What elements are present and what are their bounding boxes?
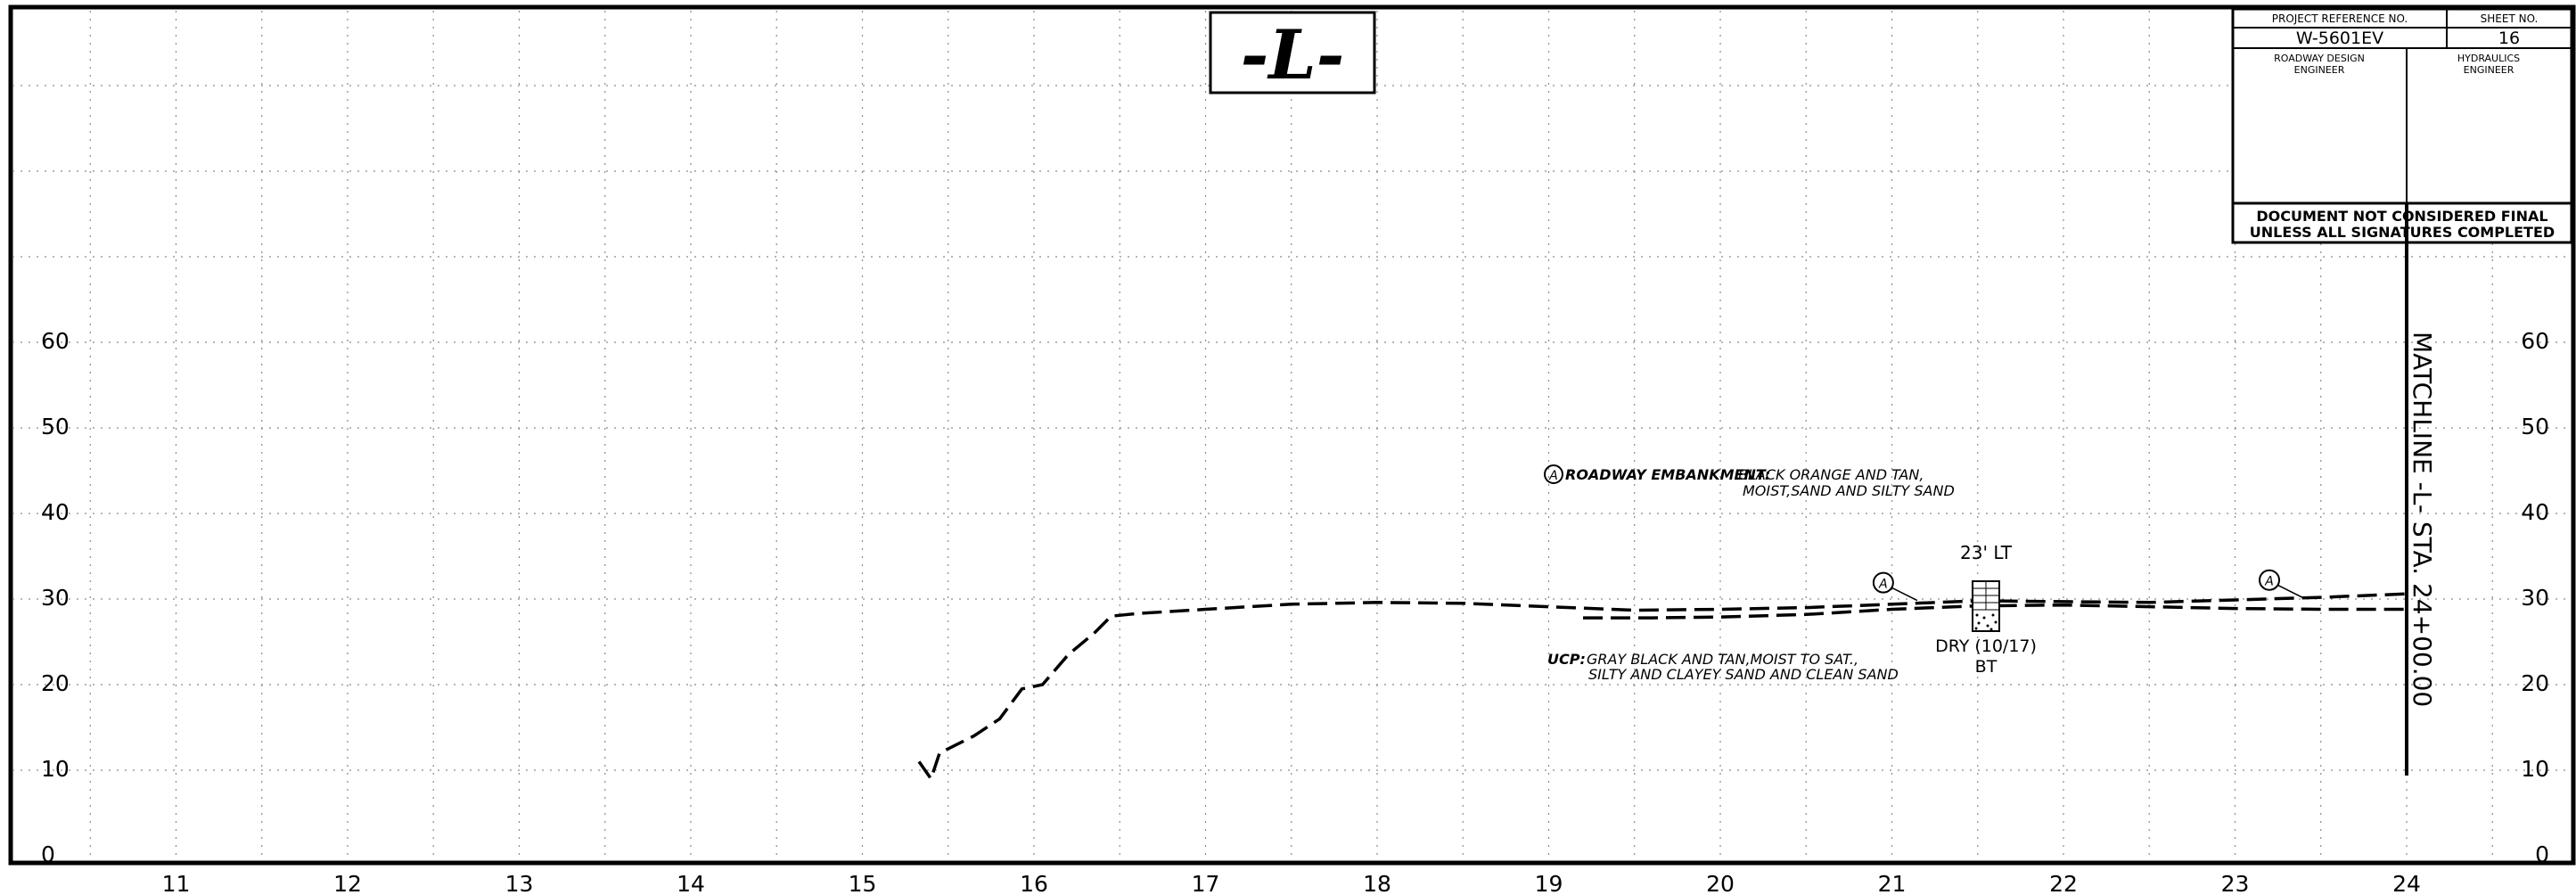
elevation-label-right: 40: [2521, 499, 2549, 525]
notice-line-2: UNLESS ALL SIGNATURES COMPLETED: [2250, 224, 2555, 241]
station-label: 18: [1363, 871, 1391, 895]
boring-type: BT: [1975, 657, 1998, 677]
marker-a-circle: [2259, 569, 2280, 591]
elevation-label-right: 30: [2521, 585, 2549, 611]
elevation-label-left: 10: [41, 756, 70, 782]
elevation-label-left: 20: [41, 670, 70, 696]
elevation-label-right: 20: [2521, 670, 2549, 696]
elevation-label-left: 50: [41, 414, 70, 439]
marker-a-leader: [1891, 587, 1918, 602]
elevation-label-right: 60: [2521, 328, 2549, 354]
ucp-desc-2: SILTY AND CLAYEY SAND AND CLEAN SAND: [1588, 666, 1899, 683]
project-reference-label: PROJECT REFERENCE NO.: [2272, 12, 2408, 25]
station-label: 15: [849, 871, 877, 895]
station-label: 23: [2221, 871, 2250, 895]
hydraulics-engineer-label-1: HYDRAULICS: [2457, 53, 2520, 64]
roadway-engineer-label-1: ROADWAY DESIGN: [2274, 53, 2365, 64]
station-label: 24: [2392, 871, 2421, 895]
profile-label-box: -L-: [1209, 11, 1376, 94]
elevation-labels-right: 0 10 20 30 40 50 60: [2521, 328, 2549, 867]
station-label: 14: [677, 871, 705, 895]
elevation-label-left: 0: [41, 842, 55, 867]
station-label: 19: [1535, 871, 1563, 895]
boring-log: 23' LT DRY (10/17) BT: [1935, 542, 2037, 677]
station-label: 13: [505, 871, 534, 895]
marker-a-circle: [1872, 571, 1894, 594]
profile-label: -L-: [1241, 15, 1345, 94]
station-label: 20: [1706, 871, 1735, 895]
sheet-border: [8, 4, 2576, 866]
elevation-label-left: 30: [41, 585, 70, 611]
marker-a-letter: A: [1878, 578, 1888, 592]
elevation-label-right: 50: [2521, 414, 2549, 439]
ucp-title: UCP:: [1547, 651, 1586, 668]
legend: A ROADWAY EMBANKMENT: BLACK ORANGE AND T…: [1544, 464, 1955, 683]
project-reference-value: W-5601EV: [2296, 29, 2383, 48]
boring-water-status: DRY (10/17): [1935, 636, 2037, 656]
existing-ground-line: [917, 592, 2408, 783]
legend-marker-letter: A: [1548, 469, 1558, 483]
elevation-labels-left: 0 10 20 30 40 50 60: [41, 328, 70, 867]
boring-offset: 23' LT: [1960, 542, 2013, 563]
embankment-title: ROADWAY EMBANKMENT:: [1565, 466, 1770, 483]
station-label: 17: [1192, 871, 1220, 895]
sheet-no-label: SHEET NO.: [2481, 12, 2539, 25]
elevation-label-left: 40: [41, 499, 70, 525]
ucp-desc-1: GRAY BLACK AND TAN,MOIST TO SAT.,: [1587, 651, 1858, 668]
station-labels: 11 12 13 14 15 16 17 18 19 20 21 22 23 24: [162, 871, 2421, 895]
matchline-label: MATCHLINE -L- STA. 24+00.00: [2408, 332, 2437, 707]
station-label: 11: [162, 871, 191, 895]
grid: [12, 11, 2572, 861]
elevation-label-right: 0: [2535, 842, 2549, 867]
embankment-desc-1: BLACK ORANGE AND TAN,: [1738, 466, 1924, 483]
notice-line-1: DOCUMENT NOT CONSIDERED FINAL: [2256, 208, 2547, 225]
station-label: 21: [1878, 871, 1907, 895]
legend-marker-circle: [1544, 464, 1563, 484]
elevation-label-right: 10: [2521, 756, 2549, 782]
embankment-desc-2: MOIST,SAND AND SILTY SAND: [1743, 482, 1955, 499]
roadway-engineer-label-2: ENGINEER: [2294, 64, 2345, 76]
elevation-label-left: 60: [41, 328, 70, 354]
marker-a-leader: [2277, 585, 2304, 599]
sheet-no-value: 16: [2498, 29, 2520, 48]
marker-a-letter: A: [2264, 575, 2274, 589]
station-label: 12: [333, 871, 362, 895]
station-label: 16: [1020, 871, 1048, 895]
station-label: 22: [2049, 871, 2078, 895]
title-block: PROJECT REFERENCE NO. W-5601EV SHEET NO.…: [2231, 7, 2573, 244]
hydraulics-engineer-label-2: ENGINEER: [2464, 64, 2514, 76]
